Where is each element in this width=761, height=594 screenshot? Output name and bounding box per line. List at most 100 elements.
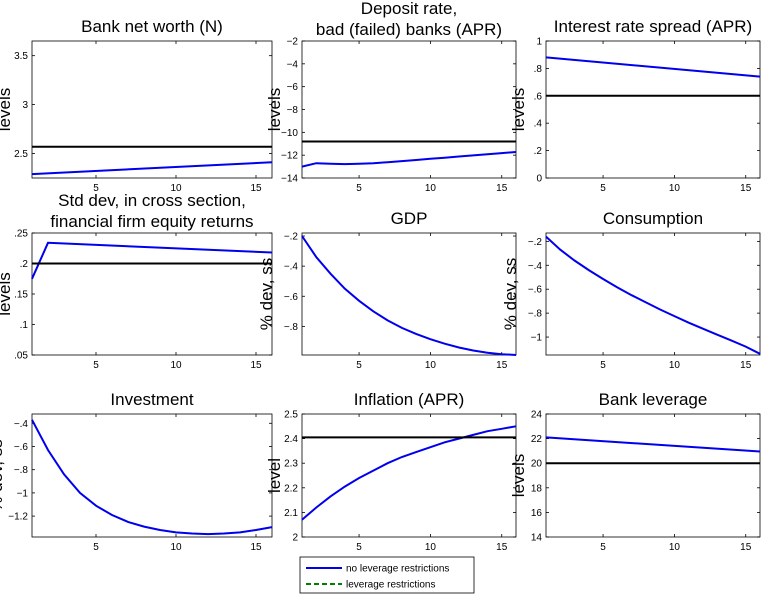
y-tick-label: −12 (281, 151, 298, 162)
series-line-no-leverage-restrictions (301, 151, 517, 168)
panel-title: Bank net worth (N) (81, 17, 223, 36)
y-tick-label: −.4 (14, 419, 29, 430)
y-tick-label: .25 (14, 229, 28, 240)
y-tick-label: −8 (287, 105, 299, 116)
axes-box (545, 232, 761, 356)
y-tick-label: 3 (22, 100, 28, 111)
x-tick-label: 10 (170, 183, 182, 194)
y-tick-label: −1 (531, 333, 543, 344)
panel-title: Consumption (603, 209, 703, 228)
x-tick-label: 15 (496, 542, 508, 553)
y-tick-label: 2.1 (284, 508, 298, 519)
series-line-no-leverage-restrictions (31, 161, 273, 176)
x-tick-label: 5 (600, 183, 606, 194)
y-tick-label: 14 (531, 533, 543, 544)
y-tick-label: 20 (531, 459, 543, 470)
x-tick-label: 15 (250, 360, 262, 371)
y-tick-label: −.6 (14, 442, 29, 453)
axes-box (31, 413, 273, 538)
x-tick-label: 10 (425, 183, 437, 194)
y-axis-label: levels (509, 88, 528, 131)
panel-title: GDP (391, 209, 428, 228)
axes-box (545, 413, 761, 538)
x-tick-label: 15 (496, 360, 508, 371)
y-tick-label: .2 (20, 259, 29, 270)
panel-title: Investment (110, 390, 193, 409)
x-tick-label: 10 (669, 360, 681, 371)
x-tick-label: 15 (496, 183, 508, 194)
y-axis-label: levels (0, 88, 14, 131)
axes-box (301, 413, 517, 538)
y-tick-label: −.4 (528, 261, 543, 272)
y-tick-label: .8 (534, 64, 543, 75)
x-tick-label: 10 (425, 360, 437, 371)
x-tick-label: 15 (250, 183, 262, 194)
y-tick-label: 18 (531, 483, 543, 494)
x-tick-label: 5 (600, 542, 606, 553)
series-line-no-leverage-restrictions (31, 241, 273, 280)
panel-title: financial firm equity returns (50, 212, 253, 231)
series-line-no-leverage-restrictions (31, 419, 273, 536)
y-axis-label: % dev, ss (257, 258, 276, 330)
y-tick-label: −2 (287, 37, 299, 48)
y-tick-label: 3.5 (14, 51, 28, 62)
y-tick-label: −.6 (284, 292, 299, 303)
panel-title: Bank leverage (599, 390, 708, 409)
y-axis-label: levels (265, 88, 284, 131)
y-tick-label: .15 (14, 290, 28, 301)
y-tick-label: 22 (531, 434, 543, 445)
y-tick-label: −.8 (528, 309, 543, 320)
y-tick-label: .2 (534, 146, 543, 157)
series-line-no-leverage-restrictions (545, 436, 761, 453)
y-axis-label: % dev, ss (0, 439, 6, 511)
x-tick-label: 10 (170, 542, 182, 553)
x-tick-label: 5 (93, 542, 99, 553)
x-tick-label: 10 (669, 183, 681, 194)
series-line-no-leverage-restrictions (545, 235, 761, 355)
x-tick-label: 15 (740, 183, 752, 194)
y-tick-label: 2.5 (14, 149, 28, 160)
panel-1: Bank net worth (N) levels 5 10 15 2.5 3 3.5 (0, 17, 273, 194)
y-tick-label: −4 (287, 59, 299, 70)
y-tick-label: −.8 (14, 465, 29, 476)
y-tick-label: −.6 (528, 285, 543, 296)
y-tick-label: −.8 (284, 322, 299, 333)
y-axis-label: levels (509, 454, 528, 497)
panel-7: Investment % dev, ss 5 10 15 −1.2 −1 −.8 −.6 −.4 (0, 390, 273, 553)
legend-box (299, 556, 475, 594)
y-tick-label: 2.3 (284, 459, 298, 470)
y-tick-label: −.2 (284, 232, 299, 243)
panel-9: Bank leverage levels 5 10 15 14 16 18 20 22 24 (509, 390, 761, 553)
y-tick-label: 24 (531, 410, 543, 421)
panel-title: Deposit rate, (361, 0, 457, 18)
panel-3: Interest rate spread (APR) levels 5 10 15 0 .2… (509, 17, 761, 194)
axes-box (301, 40, 517, 179)
legend: no leverage restrictions leverage restric… (299, 556, 475, 594)
series-line-no-leverage-restrictions (301, 235, 517, 356)
panel-title: Inflation (APR) (354, 390, 465, 409)
y-tick-label: .05 (14, 351, 28, 362)
y-tick-label: 2.5 (284, 410, 298, 421)
y-axis-label: levels (0, 272, 14, 315)
y-tick-label: 2.4 (284, 434, 298, 445)
y-tick-label: −.4 (284, 262, 299, 273)
y-tick-label: 2 (292, 533, 298, 544)
x-tick-label: 5 (356, 183, 362, 194)
panel-6: Consumption % dev, ss 5 10 15 −1 −.8 −.6 −.4 −.2 (501, 209, 761, 371)
y-tick-label: 1 (536, 37, 542, 48)
panel-title: Std dev, in cross section, (58, 191, 246, 210)
y-tick-label: −1.2 (8, 512, 28, 523)
panel-2: Deposit rate, bad (failed) banks (APR) lev… (265, 0, 517, 194)
x-tick-label: 15 (250, 542, 262, 553)
y-axis-label: level (265, 458, 284, 493)
y-tick-label: −1 (17, 488, 29, 499)
x-tick-label: 15 (740, 542, 752, 553)
axes-box (545, 40, 761, 179)
x-tick-label: 5 (356, 360, 362, 371)
x-tick-label: 15 (740, 360, 752, 371)
x-tick-label: 5 (356, 542, 362, 553)
axes-box (31, 40, 273, 179)
y-tick-label: 2.2 (284, 483, 298, 494)
x-tick-label: 10 (425, 542, 437, 553)
